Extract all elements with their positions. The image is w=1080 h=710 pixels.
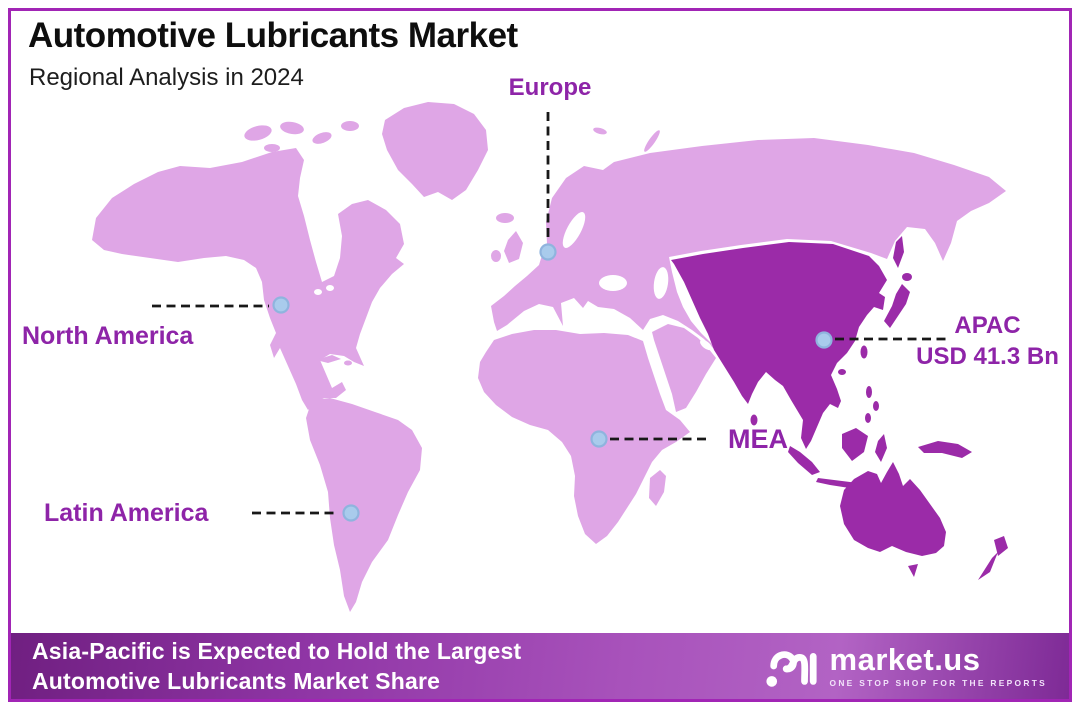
brand-name: market.us bbox=[829, 641, 981, 677]
footer-headline-line2: Automotive Lubricants Market Share bbox=[32, 668, 441, 694]
world-map bbox=[92, 102, 1008, 612]
north-america-marker bbox=[152, 296, 290, 314]
footer-banner: Asia-Pacific is Expected to Hold the Lar… bbox=[11, 633, 1069, 699]
taiwan-landmass bbox=[860, 345, 868, 359]
caribbean-islands bbox=[316, 355, 352, 366]
new-zealand-landmass bbox=[978, 536, 1008, 580]
iceland-landmass bbox=[496, 213, 514, 223]
indonesia-islands bbox=[788, 428, 972, 489]
apac-label-value: USD 41.3 Bn bbox=[916, 343, 1059, 370]
ireland-landmass bbox=[491, 250, 501, 262]
hokkaido-landmass bbox=[902, 273, 912, 281]
british-isles-landmass bbox=[504, 231, 523, 263]
tasmania-landmass bbox=[908, 564, 918, 577]
madagascar-landmass bbox=[649, 470, 666, 506]
latin-america-marker bbox=[252, 504, 360, 522]
australia-landmass bbox=[840, 462, 946, 556]
eurasia-landmass bbox=[491, 138, 1006, 351]
sri-lanka-landmass bbox=[750, 414, 758, 426]
greenland-landmass bbox=[382, 102, 488, 200]
market-us-logo-icon bbox=[765, 651, 817, 687]
brand-text: market.us ONE STOP SHOP FOR THE REPORTS bbox=[829, 641, 1047, 688]
mea-marker bbox=[590, 430, 707, 448]
apac-label-name: APAC bbox=[954, 312, 1021, 339]
region-markers bbox=[152, 112, 947, 522]
north-america-landmass bbox=[92, 148, 404, 410]
page-subtitle: Regional Analysis in 2024 bbox=[29, 64, 304, 91]
africa-landmass bbox=[478, 330, 690, 544]
philippines-islands bbox=[865, 386, 879, 423]
japan-landmass bbox=[884, 284, 910, 328]
apac-marker bbox=[815, 331, 947, 349]
mea-label: MEA bbox=[728, 424, 788, 454]
europe-marker bbox=[539, 112, 557, 261]
arabia-landmass bbox=[652, 324, 716, 412]
hainan-landmass bbox=[838, 369, 846, 375]
south-america-landmass bbox=[306, 398, 422, 612]
sakhalin-landmass bbox=[893, 236, 904, 268]
footer-headline-line1: Asia-Pacific is Expected to Hold the Lar… bbox=[32, 638, 522, 664]
apac-highlight-regions bbox=[671, 236, 1008, 580]
north-america-label: North America bbox=[22, 322, 194, 350]
brand-logo: market.us ONE STOP SHOP FOR THE REPORTS bbox=[765, 642, 1047, 690]
europe-label: Europe bbox=[508, 74, 592, 101]
apac-label: APAC USD 41.3 Bn bbox=[905, 310, 1070, 372]
latin-america-label: Latin America bbox=[44, 499, 209, 527]
footer-headline: Asia-Pacific is Expected to Hold the Lar… bbox=[32, 636, 521, 696]
world-map-base-regions bbox=[92, 102, 1006, 612]
inland-seas bbox=[314, 212, 712, 351]
page-title: Automotive Lubricants Market bbox=[28, 16, 518, 55]
arctic-islands bbox=[244, 121, 660, 152]
brand-tagline: ONE STOP SHOP FOR THE REPORTS bbox=[829, 677, 1047, 688]
asia-mainland-highlight bbox=[671, 242, 887, 449]
